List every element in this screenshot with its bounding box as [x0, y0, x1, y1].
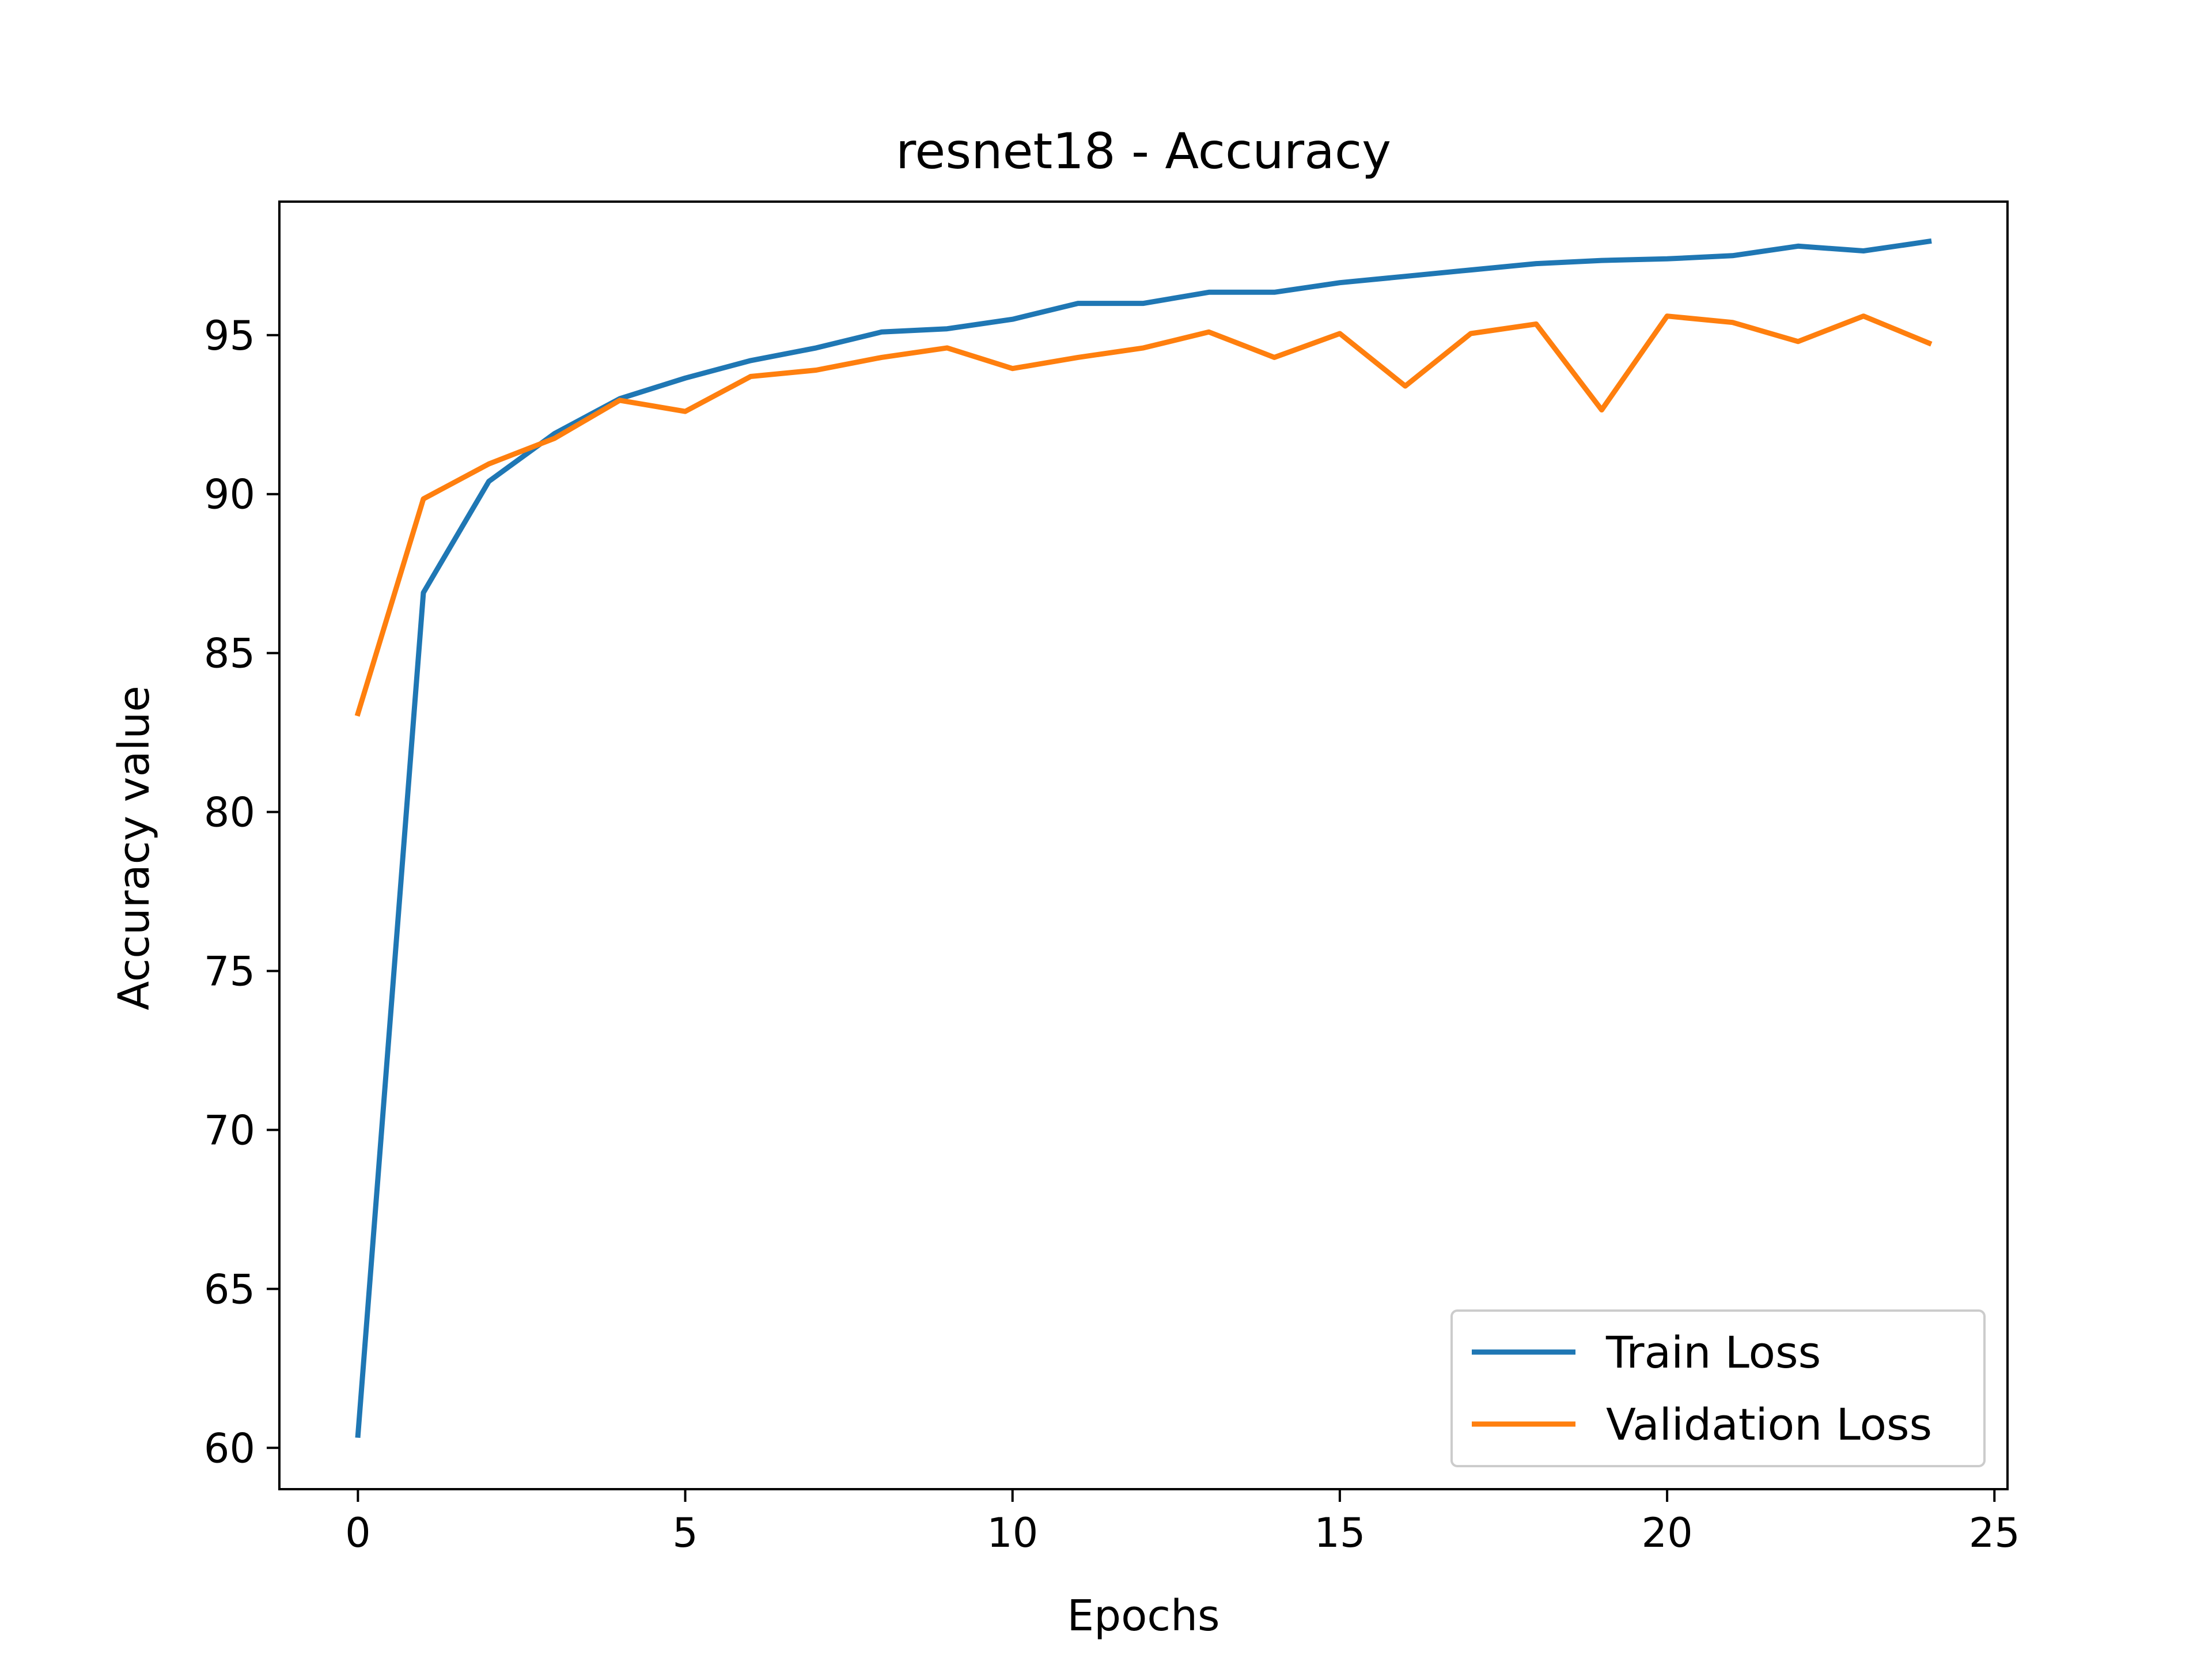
- series-line-1: [354, 313, 1933, 717]
- y-tick-label: 95: [204, 312, 255, 359]
- plot-frame: [278, 200, 2009, 1490]
- y-tick-label: 70: [204, 1107, 255, 1154]
- y-tick-label: 90: [204, 471, 255, 518]
- y-tick-label: 85: [204, 630, 255, 677]
- legend-label-0: Train Loss: [1605, 1327, 1821, 1378]
- x-tick-label: 15: [1314, 1509, 1365, 1557]
- x-tick-label: 5: [672, 1509, 698, 1557]
- x-tick-label: 0: [345, 1509, 371, 1557]
- chart-title: resnet18 - Accuracy: [896, 123, 1391, 180]
- x-tick-label: 10: [987, 1509, 1038, 1557]
- y-tick-label: 60: [204, 1425, 255, 1472]
- plot-area: 0 5 10 15 20 25 60 65 70 75 80 85 90 95: [204, 200, 2020, 1557]
- x-tick-label: 20: [1642, 1509, 1693, 1557]
- y-tick-label: 75: [204, 948, 255, 995]
- y-tick-label: 65: [204, 1266, 255, 1313]
- x-tick-label: 25: [1969, 1509, 2020, 1557]
- legend: Train Loss Validation Loss: [1450, 1309, 1986, 1467]
- y-axis-label: Accuracy value: [109, 686, 159, 1010]
- y-tick-label: 80: [204, 789, 255, 836]
- legend-label-1: Validation Loss: [1606, 1399, 1932, 1450]
- legend-box: [1450, 1309, 1986, 1467]
- x-axis-label: Epochs: [1067, 1591, 1219, 1641]
